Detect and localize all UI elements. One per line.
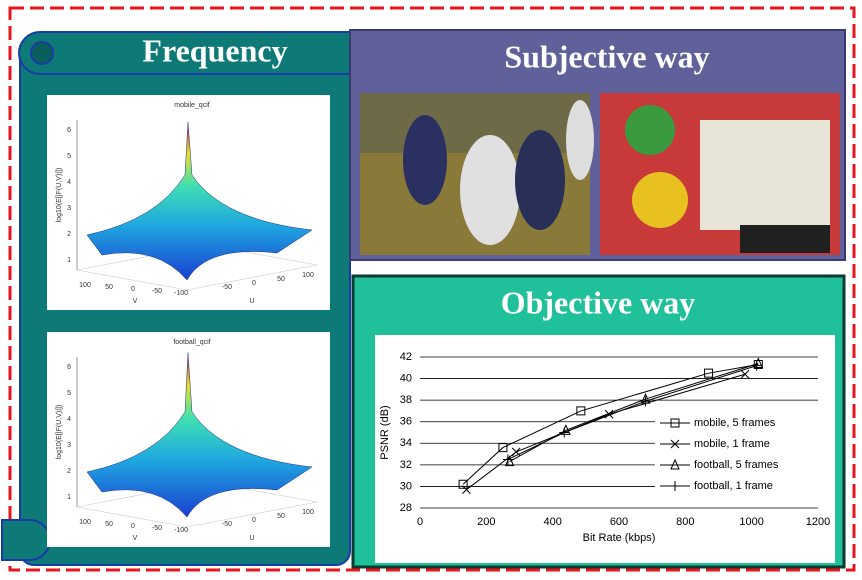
surface xyxy=(86,352,313,518)
plot-title: football_qcif xyxy=(173,339,210,346)
u-tick: 0 xyxy=(252,280,256,287)
v-tick: 50 xyxy=(105,521,113,528)
legend-bg xyxy=(655,456,820,474)
marker xyxy=(751,360,762,371)
legend-label: football, 1 frame xyxy=(694,480,773,492)
u-tick: -50 xyxy=(222,521,232,528)
y-tick-label: 38 xyxy=(400,394,412,406)
x-tick-label: 0 xyxy=(417,516,423,528)
marker xyxy=(604,409,614,419)
marker xyxy=(559,427,570,438)
v-tick: -100 xyxy=(174,290,188,297)
x-tick-label: 1000 xyxy=(739,516,763,528)
image-part xyxy=(460,135,520,245)
u-tick: 100 xyxy=(302,509,314,516)
image-part xyxy=(403,115,447,205)
z-tick: 1 xyxy=(67,257,71,264)
legend-label: mobile, 5 frames xyxy=(694,417,776,429)
series-line xyxy=(507,365,757,460)
z-tick: 4 xyxy=(67,416,71,423)
v-tick: 50 xyxy=(105,284,113,291)
y-tick-label: 36 xyxy=(400,416,412,428)
z-tick: 6 xyxy=(67,364,71,371)
z-tick: 6 xyxy=(67,127,71,134)
marker xyxy=(670,481,680,491)
marker xyxy=(576,406,586,416)
v-tick: -50 xyxy=(152,525,162,532)
u-tick: 50 xyxy=(277,276,285,283)
z-tick: 5 xyxy=(67,153,71,160)
v-tick: 100 xyxy=(79,519,91,526)
plot-title: mobile_qcif xyxy=(174,102,209,109)
x-tick-label: 600 xyxy=(610,516,628,528)
scroll-foot xyxy=(1,519,51,561)
u-tick: 100 xyxy=(302,272,314,279)
y-tick-label: 30 xyxy=(400,480,412,492)
image-part xyxy=(515,130,565,230)
panel-title: Subjective way xyxy=(504,38,709,74)
x-tick-label: 400 xyxy=(543,516,561,528)
y-tick-label: 34 xyxy=(400,437,412,449)
marker xyxy=(458,479,468,489)
series-line xyxy=(462,364,759,485)
v-label: V xyxy=(133,535,138,542)
y-tick-label: 40 xyxy=(400,372,412,384)
legend-bg xyxy=(655,414,820,432)
u-label: U xyxy=(249,535,254,542)
z-tick: 2 xyxy=(67,231,71,238)
legend-bg xyxy=(655,477,820,495)
image-part xyxy=(632,172,688,228)
u-tick: 0 xyxy=(252,517,256,524)
dashed-frame xyxy=(8,6,856,572)
z-tick: 4 xyxy=(67,179,71,186)
z-tick: 2 xyxy=(67,468,71,475)
y-tick-label: 28 xyxy=(400,502,412,514)
marker xyxy=(640,396,651,407)
x-axis-label: Bit Rate (kbps) xyxy=(583,532,656,544)
v-tick: -50 xyxy=(152,288,162,295)
surface xyxy=(86,122,313,281)
z-tick: 1 xyxy=(67,494,71,501)
u-tick: -50 xyxy=(222,284,232,291)
v-label: V xyxy=(133,298,138,305)
image-part xyxy=(566,100,594,180)
legend-bg xyxy=(655,435,820,453)
x-tick-label: 800 xyxy=(676,516,694,528)
z-tick: 5 xyxy=(67,390,71,397)
y-tick-label: 42 xyxy=(400,351,412,363)
v-tick: 0 xyxy=(131,523,135,530)
marker xyxy=(670,458,680,470)
x-tick-label: 200 xyxy=(477,516,495,528)
marker xyxy=(670,439,680,449)
x-tick-label: 1200 xyxy=(806,516,830,528)
scroll-curl xyxy=(30,41,54,65)
u-tick: 50 xyxy=(277,513,285,520)
image-part xyxy=(700,120,830,230)
z-label: log10(E[|F(U,V)|]) xyxy=(56,405,63,460)
marker xyxy=(740,369,750,379)
u-label: U xyxy=(249,298,254,305)
image-part xyxy=(740,225,830,253)
v-tick: -100 xyxy=(174,527,188,534)
marker xyxy=(498,443,508,453)
marker xyxy=(502,454,513,465)
series-line xyxy=(509,362,759,463)
image-part xyxy=(625,105,675,155)
marker xyxy=(704,368,714,378)
z-tick: 3 xyxy=(67,205,71,212)
y-axis-label: PSNR (dB) xyxy=(379,405,391,459)
z-tick: 3 xyxy=(67,442,71,449)
marker xyxy=(462,485,471,495)
v-tick: 0 xyxy=(131,286,135,293)
panel-title: Objective way xyxy=(501,284,696,320)
y-tick-label: 32 xyxy=(400,459,412,471)
legend-label: football, 5 frames xyxy=(694,459,779,471)
legend-label: mobile, 1 frame xyxy=(694,438,770,450)
v-tick: 100 xyxy=(79,282,91,289)
marker xyxy=(670,418,680,428)
panel-title: Frequency xyxy=(142,32,287,68)
z-label: log10(E[|F(U,V)|]) xyxy=(56,168,63,223)
